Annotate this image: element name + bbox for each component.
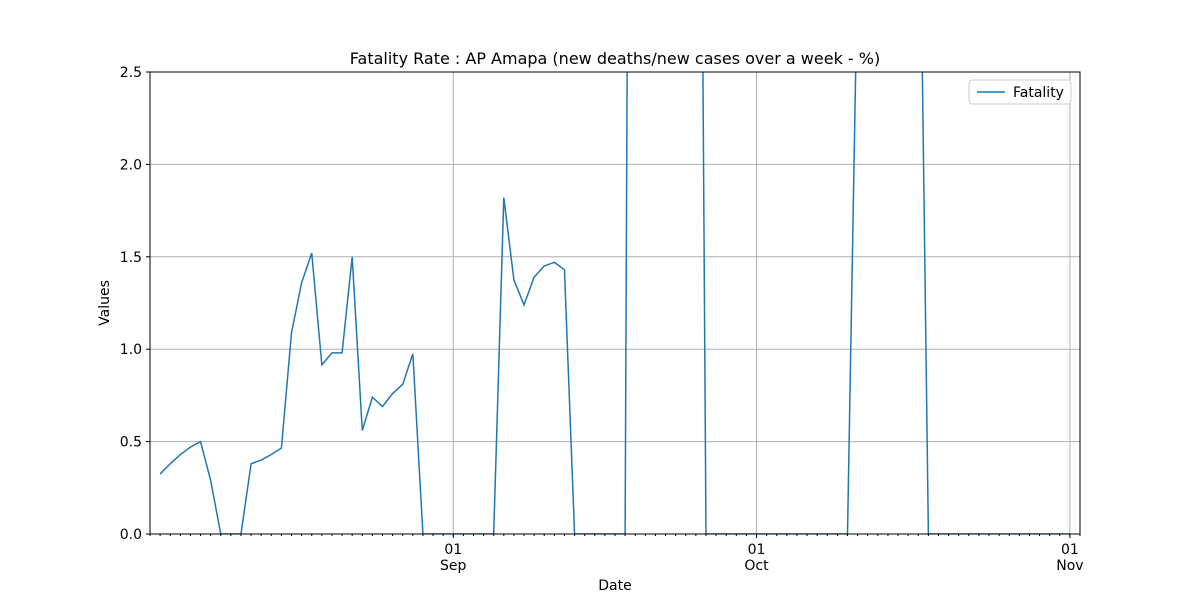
x-tick-label: 01 Oct: [744, 542, 769, 574]
chart-title: Fatality Rate : AP Amapa (new deaths/new…: [350, 49, 880, 68]
x-tick-label: 01 Nov: [1056, 542, 1084, 574]
y-tick-label: 0.0: [120, 527, 142, 543]
legend-label: Fatality: [1013, 85, 1064, 101]
y-axis-label: Values: [97, 280, 113, 326]
plot-frame: [149, 71, 1081, 535]
x-axis-label: Date: [598, 578, 631, 594]
y-tick-label: 1.5: [120, 250, 142, 266]
y-tick-label: 2.0: [120, 157, 142, 173]
y-tick-label: 2.5: [120, 65, 142, 81]
legend-box: [968, 79, 1072, 105]
y-tick-label: 1.0: [120, 342, 142, 358]
x-tick-label: 01 Sep: [440, 542, 467, 574]
y-tick-label: 0.5: [120, 435, 142, 451]
line: [159, 72, 1070, 534]
